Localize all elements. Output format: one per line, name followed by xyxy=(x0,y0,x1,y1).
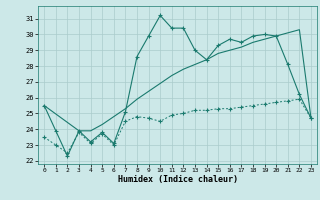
X-axis label: Humidex (Indice chaleur): Humidex (Indice chaleur) xyxy=(118,175,238,184)
